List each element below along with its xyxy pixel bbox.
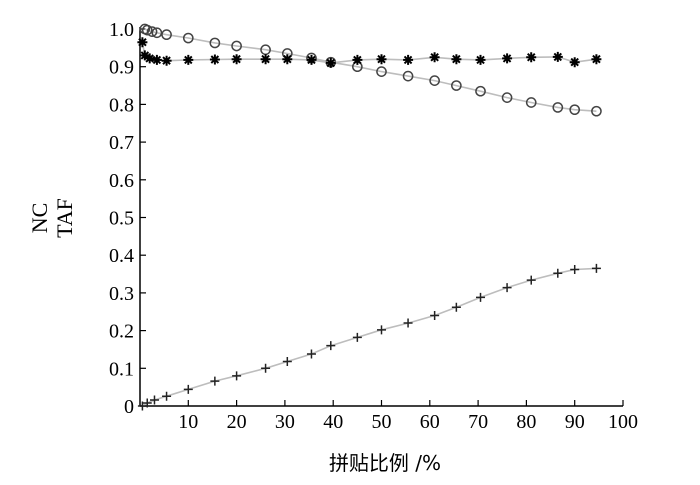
data-point: [141, 24, 153, 36]
x-tick-label: 40: [323, 411, 343, 433]
y-tick-label: 0.5: [109, 208, 134, 230]
data-point: [451, 302, 461, 312]
data-point: [161, 55, 172, 66]
x-tick-label: 70: [468, 411, 488, 433]
data-point: [552, 51, 563, 62]
data-point: [326, 341, 336, 351]
series-line: [141, 267, 597, 407]
data-point: [231, 54, 242, 65]
data-point: [429, 75, 440, 86]
data-point: [232, 371, 242, 381]
data-point: [183, 54, 194, 65]
y-axis-ticks: 0 0.1 0.2 0.3 0.4 0.5 0.6 0.7 0.8 0.9 1.0: [109, 19, 146, 418]
y-axis-title-nc: NC: [27, 203, 52, 234]
data-point: [162, 391, 172, 401]
data-point: [403, 54, 414, 65]
series-layer: [137, 23, 602, 411]
data-point: [182, 32, 194, 44]
data-point: [475, 85, 486, 97]
y-tick-label: 0: [124, 396, 134, 418]
data-point: [210, 376, 220, 386]
data-point: [325, 57, 336, 68]
x-tick-label: 30: [275, 411, 295, 433]
x-tick-label: 20: [227, 411, 247, 433]
data-point: [282, 357, 292, 367]
data-point: [146, 26, 158, 37]
y-tick-label: 0.7: [109, 132, 134, 154]
y-tick-label: 0.4: [109, 245, 134, 267]
y-tick-label: 1.0: [109, 19, 134, 41]
data-point: [451, 54, 462, 65]
data-point: [502, 283, 512, 293]
data-point: [137, 401, 147, 411]
data-point: [231, 40, 242, 52]
data-point: [306, 349, 316, 359]
data-point: [151, 54, 162, 65]
data-point: [376, 54, 387, 65]
data-point: [161, 29, 172, 41]
data-point: [261, 363, 271, 373]
x-tick-label: 90: [565, 411, 585, 433]
data-point: [260, 54, 271, 65]
data-point: [403, 318, 413, 328]
axes: [139, 27, 623, 407]
x-axis-title: 拼贴比例 /%: [329, 451, 441, 475]
data-point: [591, 263, 601, 273]
data-point: [569, 104, 581, 116]
data-point: [183, 384, 193, 394]
data-point: [526, 275, 536, 285]
y-tick-label: 0.9: [109, 57, 134, 79]
data-point: [376, 66, 387, 77]
data-point: [501, 92, 513, 103]
data-point: [429, 52, 440, 63]
data-point: [552, 102, 564, 113]
data-point: [137, 37, 148, 48]
x-tick-label: 60: [420, 411, 440, 433]
y-tick-label: 0.2: [109, 321, 134, 343]
x-tick-label: 50: [372, 411, 392, 433]
data-point: [139, 50, 150, 61]
data-point: [209, 54, 220, 65]
data-point: [476, 292, 486, 302]
data-point: [569, 57, 580, 68]
data-point: [553, 268, 563, 278]
y-tick-label: 0.6: [109, 170, 134, 192]
data-point: [282, 54, 293, 65]
data-point: [151, 27, 163, 39]
series-circle: [139, 23, 602, 117]
data-point: [525, 97, 537, 108]
x-axis-ticks: 10 20 30 40 50 60 70 80 90 100: [178, 400, 638, 433]
series-star: [137, 37, 602, 68]
data-point: [144, 53, 155, 64]
data-point: [402, 70, 414, 82]
data-point: [591, 105, 602, 117]
y-axis-title-taf: TAF: [52, 198, 77, 238]
data-point: [352, 332, 362, 342]
data-point: [430, 311, 440, 321]
series-plus: [137, 263, 601, 411]
data-point: [352, 54, 363, 65]
x-tick-label: 80: [516, 411, 536, 433]
y-tick-label: 0.1: [109, 358, 134, 380]
data-point: [306, 54, 317, 65]
data-point: [149, 395, 159, 405]
data-point: [570, 265, 580, 275]
data-point: [377, 325, 386, 335]
x-tick-label: 10: [178, 411, 198, 433]
data-point: [209, 37, 221, 49]
data-point: [502, 53, 513, 64]
data-point: [142, 398, 152, 408]
data-point: [475, 54, 486, 65]
data-point: [591, 54, 602, 65]
y-tick-label: 0.8: [109, 94, 134, 116]
x-tick-label: 100: [608, 411, 638, 433]
y-tick-label: 0.3: [109, 283, 134, 305]
data-point: [451, 80, 462, 91]
data-point: [526, 52, 537, 63]
